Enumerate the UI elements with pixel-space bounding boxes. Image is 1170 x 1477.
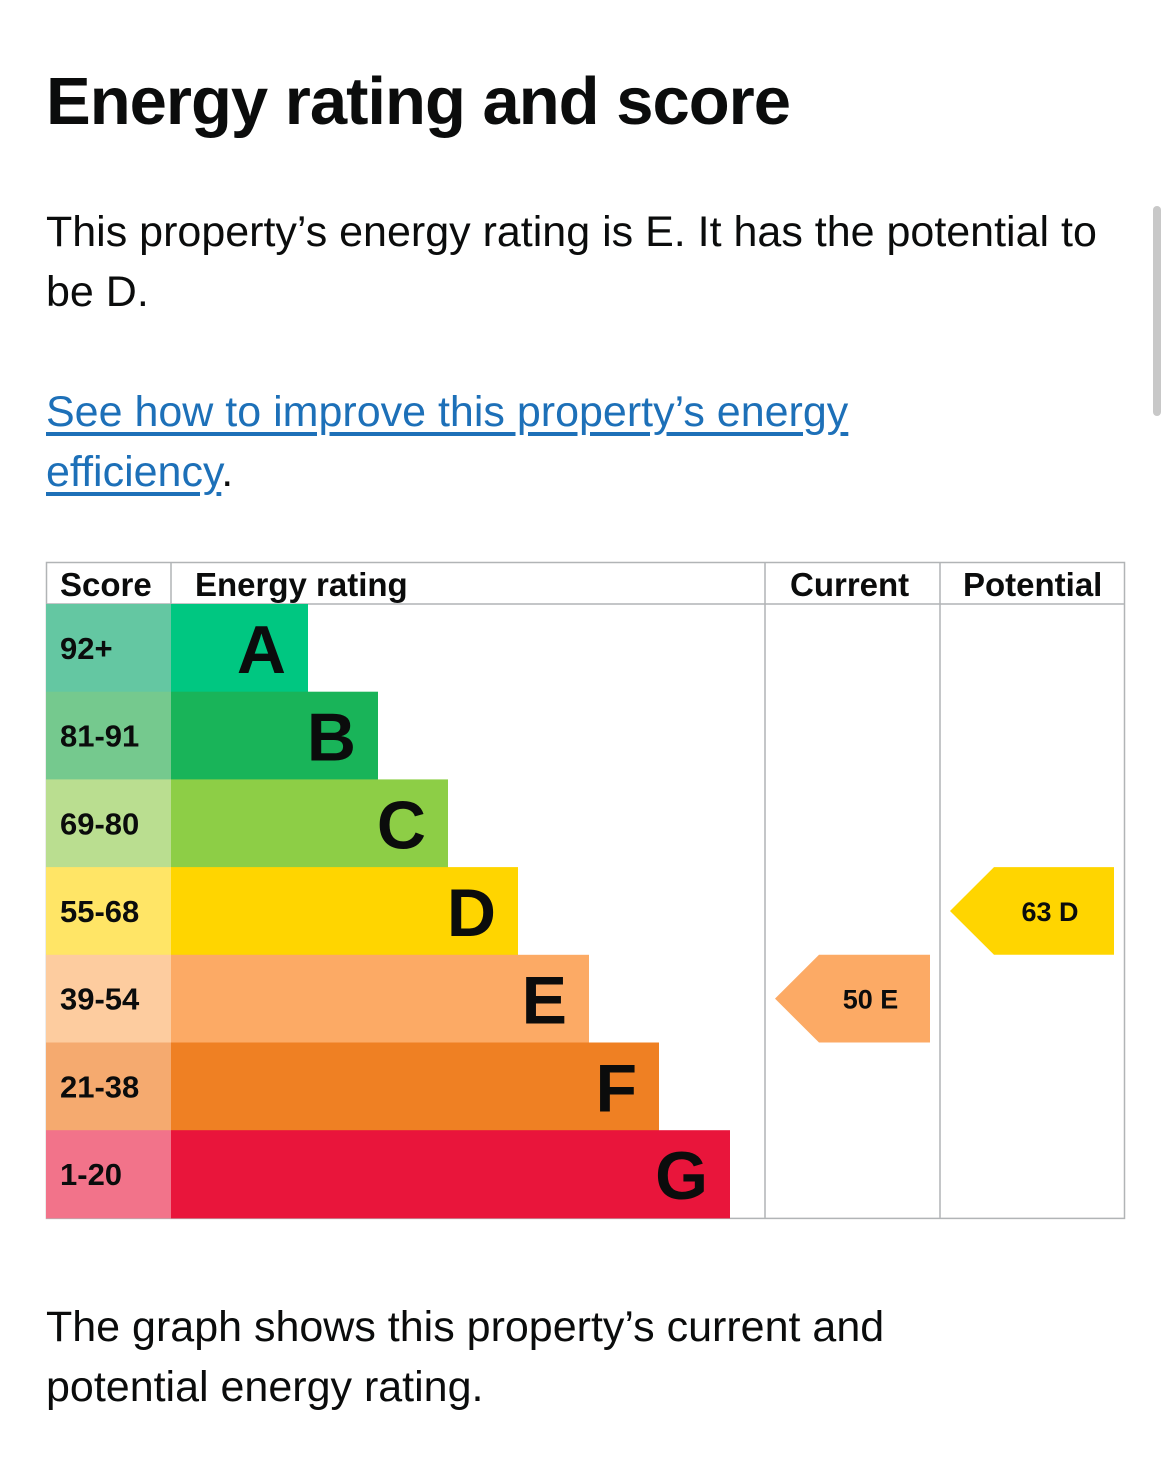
score-cell-f	[46, 1042, 171, 1131]
score-cell-c	[46, 779, 171, 868]
rating-bar-f	[171, 1042, 659, 1131]
potential-arrow	[950, 867, 1114, 955]
score-label-b: 81-91	[60, 719, 139, 754]
rating-bar-c	[171, 779, 448, 868]
scrollbar[interactable]	[1153, 206, 1161, 416]
page-title: Energy rating and score	[46, 64, 791, 139]
score-cell-b	[46, 691, 171, 780]
header-energy-rating: Energy rating	[195, 566, 408, 603]
score-label-c: 69-80	[60, 806, 139, 841]
rating-letter-f: F	[595, 1050, 637, 1126]
rating-bar-d	[171, 867, 518, 956]
score-cell-e	[46, 954, 171, 1043]
improve-link-paragraph: See how to improve this property’s energ…	[46, 382, 1046, 502]
header-score: Score	[60, 566, 152, 603]
rating-bar-a	[171, 604, 308, 693]
rating-bar-g	[171, 1130, 730, 1219]
rating-letter-e: E	[522, 963, 567, 1039]
rating-letter-b: B	[307, 700, 356, 776]
potential-rating-label: 63 D	[1021, 897, 1078, 927]
link-suffix: .	[221, 448, 234, 496]
score-cell-a	[46, 604, 171, 693]
header-current: Current	[790, 566, 909, 603]
score-label-e: 39-54	[60, 982, 140, 1017]
energy-rating-chart: Score Energy rating Current Potential 92+ A 81…	[45, 561, 1126, 1220]
rating-bar-e	[171, 954, 589, 1043]
score-label-d: 55-68	[60, 894, 139, 929]
rating-letter-c: C	[377, 787, 426, 863]
chart-caption: The graph shows this property’s current …	[46, 1303, 885, 1411]
score-cell-g	[46, 1130, 171, 1219]
rating-letter-d: D	[447, 875, 496, 951]
score-label-f: 21-38	[60, 1069, 139, 1104]
rating-letter-a: A	[237, 612, 286, 688]
score-label-a: 92+	[60, 631, 113, 666]
rating-letter-g: G	[655, 1138, 708, 1214]
score-label-g: 1-20	[60, 1157, 122, 1192]
score-cell-d	[46, 867, 171, 956]
rating-bar-b	[171, 691, 378, 780]
rating-summary: This property’s energy rating is E. It h…	[46, 208, 1097, 316]
header-potential: Potential	[963, 566, 1102, 603]
current-arrow	[775, 954, 930, 1043]
improve-efficiency-link[interactable]: See how to improve this property’s energ…	[46, 388, 849, 496]
current-rating-label: 50 E	[843, 985, 899, 1015]
